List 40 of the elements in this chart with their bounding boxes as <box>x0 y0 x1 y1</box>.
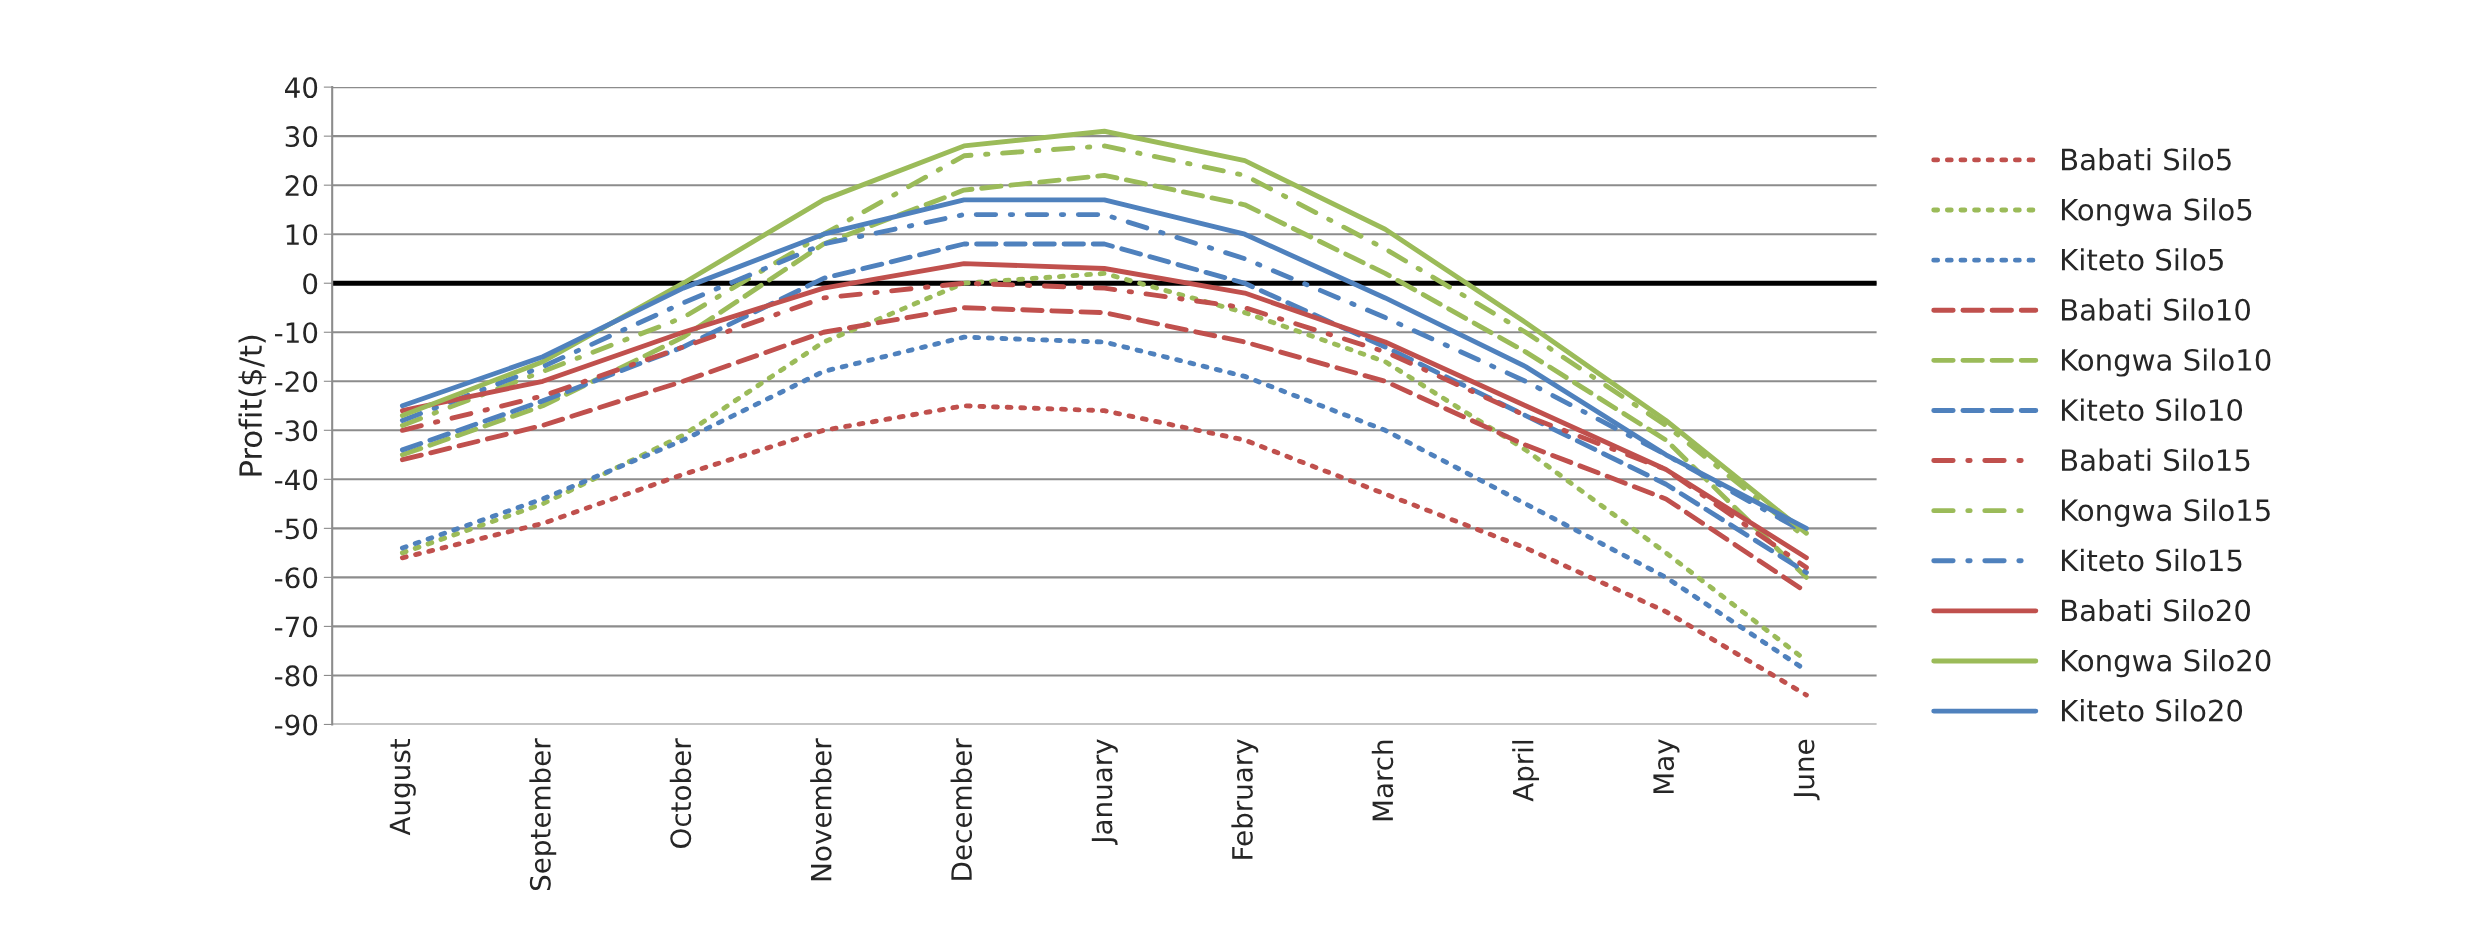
x-tick-label: December <box>950 738 973 880</box>
y-tick-label: 10 <box>286 224 318 246</box>
legend-label: Kongwa Silo15 <box>2062 498 2270 527</box>
legend-label: Babati Silo20 <box>2062 598 2250 622</box>
y-tick-label: -50 <box>274 518 318 540</box>
y-tick-label: 0 <box>303 273 318 295</box>
x-tick-label: November <box>810 738 832 881</box>
legend-label: Babati Silo5 <box>2062 147 2231 171</box>
legend-label: Babati Silo15 <box>2062 448 2250 472</box>
y-tick-label: -80 <box>274 665 318 687</box>
x-tick-label: February <box>1231 739 1259 859</box>
x-tick-label: May <box>1653 739 1680 794</box>
legend-label: Kiteto Silo5 <box>2062 248 2223 271</box>
y-tick-label: -30 <box>274 420 318 442</box>
y-tick-label: -10 <box>274 322 318 344</box>
y-tick-label: 40 <box>285 77 318 99</box>
legend-label: Kiteto Silo10 <box>2062 398 2243 422</box>
x-tick-label: August <box>389 739 416 836</box>
legend-label: Kongwa Silo20 <box>2062 649 2271 678</box>
x-tick-label: October <box>669 738 692 848</box>
y-axis-title: Profit($/t) <box>238 335 267 476</box>
y-tick-label: -60 <box>274 567 318 589</box>
x-tick-label: April <box>1512 740 1540 802</box>
legend-label: Kiteto Silo20 <box>2062 699 2243 722</box>
x-tick-label: March <box>1371 740 1394 821</box>
legend-label: Kongwa Silo5 <box>2062 198 2252 227</box>
y-tick-label: 30 <box>285 126 318 148</box>
x-tick-label: September <box>529 738 557 891</box>
y-tick-label: -40 <box>274 469 318 491</box>
x-tick-label: June <box>1793 739 1820 801</box>
legend-label: Kiteto Silo15 <box>2062 548 2242 572</box>
line-series <box>399 403 1809 698</box>
line-series <box>399 172 1809 580</box>
legend-label: Kongwa Silo10 <box>2062 348 2271 377</box>
x-tick-label: January <box>1091 739 1118 846</box>
y-tick-label: -20 <box>274 371 318 393</box>
y-tick-label: -70 <box>274 616 318 638</box>
legend-label: Babati Silo10 <box>2062 298 2250 321</box>
y-tick-label: 20 <box>285 175 318 197</box>
y-tick-label: -90 <box>274 714 318 736</box>
